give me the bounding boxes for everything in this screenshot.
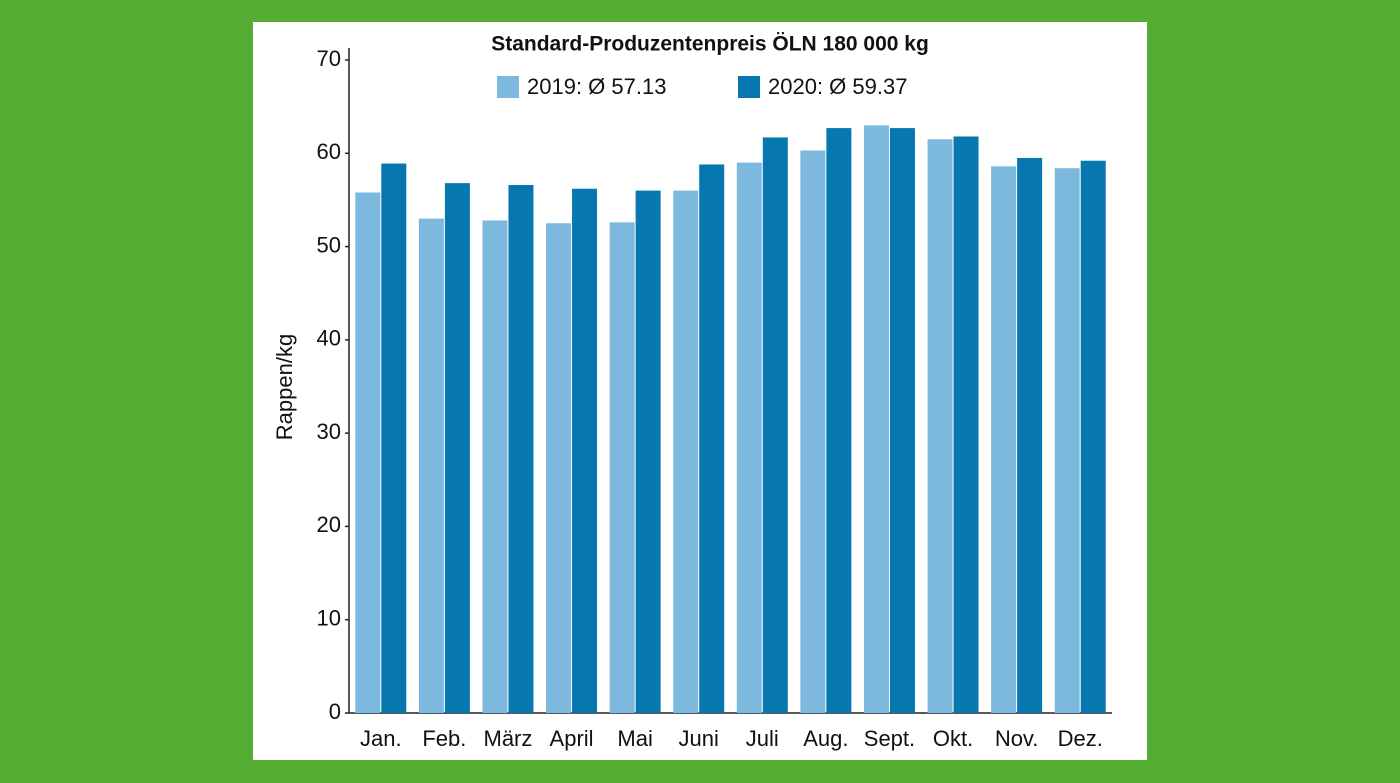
bar — [546, 223, 572, 713]
bar — [609, 222, 635, 713]
legend-swatch — [738, 76, 760, 98]
y-tick-label: 50 — [317, 232, 341, 257]
bar — [736, 162, 762, 714]
bar — [826, 128, 852, 713]
x-tick-label: April — [550, 726, 594, 751]
chart-title: Standard-Produzentenpreis ÖLN 180 000 kg — [491, 33, 929, 56]
bar — [418, 218, 444, 714]
legend-swatch — [497, 76, 519, 98]
y-tick-label: 0 — [329, 699, 341, 724]
x-tick-label: Feb. — [422, 726, 466, 751]
bar — [953, 136, 979, 714]
y-axis-label: Rappen/kg — [272, 334, 297, 440]
bar — [635, 190, 661, 714]
x-tick-label: Dez. — [1058, 726, 1103, 751]
bar — [1080, 160, 1106, 714]
bar — [482, 220, 508, 714]
legend-label: 2020: Ø 59.37 — [768, 74, 907, 99]
x-tick-label: Mai — [617, 726, 652, 751]
bar — [1054, 168, 1080, 713]
y-tick-label: 10 — [317, 606, 341, 631]
bar — [991, 166, 1017, 714]
x-tick-label: Sept. — [864, 726, 915, 751]
bar — [355, 192, 381, 714]
bar — [863, 125, 889, 714]
x-tick-label: Nov. — [995, 726, 1039, 751]
x-tick-label: Okt. — [933, 726, 973, 751]
bar — [508, 185, 534, 713]
bar — [699, 164, 725, 714]
y-tick-label: 40 — [317, 326, 341, 351]
bar — [1017, 157, 1043, 713]
y-tick-label: 20 — [317, 512, 341, 537]
bar — [673, 190, 699, 714]
x-tick-label: Jan. — [360, 726, 402, 751]
bar — [762, 137, 788, 714]
y-tick-label: 70 — [317, 46, 341, 71]
bar — [889, 128, 915, 713]
y-tick-label: 60 — [317, 139, 341, 164]
legend-label: 2019: Ø 57.13 — [527, 74, 666, 99]
bar — [927, 139, 953, 714]
bar — [800, 150, 826, 714]
bar — [572, 188, 598, 714]
x-tick-label: Aug. — [803, 726, 848, 751]
x-tick-label: Juni — [679, 726, 719, 751]
x-tick-label: März — [484, 726, 533, 751]
x-tick-label: Juli — [746, 726, 779, 751]
y-tick-label: 30 — [317, 419, 341, 444]
bar — [381, 163, 407, 714]
bar — [444, 183, 470, 713]
